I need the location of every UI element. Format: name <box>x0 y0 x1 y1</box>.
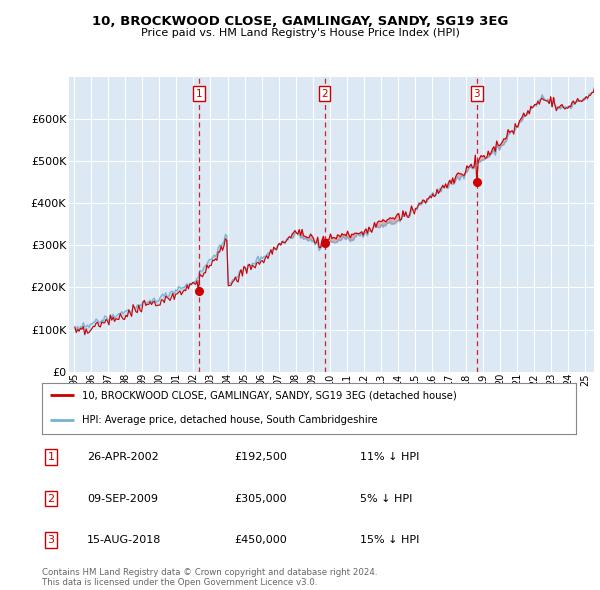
Text: £192,500: £192,500 <box>234 453 287 462</box>
Text: 3: 3 <box>473 88 480 99</box>
Text: 10, BROCKWOOD CLOSE, GAMLINGAY, SANDY, SG19 3EG (detached house): 10, BROCKWOOD CLOSE, GAMLINGAY, SANDY, S… <box>82 390 457 400</box>
Text: HPI: Average price, detached house, South Cambridgeshire: HPI: Average price, detached house, Sout… <box>82 415 377 425</box>
Text: 15% ↓ HPI: 15% ↓ HPI <box>360 535 419 545</box>
Text: Contains HM Land Registry data © Crown copyright and database right 2024.
This d: Contains HM Land Registry data © Crown c… <box>42 568 377 587</box>
Text: 10, BROCKWOOD CLOSE, GAMLINGAY, SANDY, SG19 3EG: 10, BROCKWOOD CLOSE, GAMLINGAY, SANDY, S… <box>92 15 508 28</box>
Text: 3: 3 <box>47 535 55 545</box>
Text: £450,000: £450,000 <box>234 535 287 545</box>
Text: £305,000: £305,000 <box>234 494 287 503</box>
Text: 15-AUG-2018: 15-AUG-2018 <box>87 535 161 545</box>
Text: Price paid vs. HM Land Registry's House Price Index (HPI): Price paid vs. HM Land Registry's House … <box>140 28 460 38</box>
Text: 2: 2 <box>47 494 55 503</box>
Text: 11% ↓ HPI: 11% ↓ HPI <box>360 453 419 462</box>
Text: 09-SEP-2009: 09-SEP-2009 <box>87 494 158 503</box>
Text: 1: 1 <box>196 88 202 99</box>
Text: 2: 2 <box>321 88 328 99</box>
Text: 5% ↓ HPI: 5% ↓ HPI <box>360 494 412 503</box>
Text: 26-APR-2002: 26-APR-2002 <box>87 453 159 462</box>
Text: 1: 1 <box>47 453 55 462</box>
